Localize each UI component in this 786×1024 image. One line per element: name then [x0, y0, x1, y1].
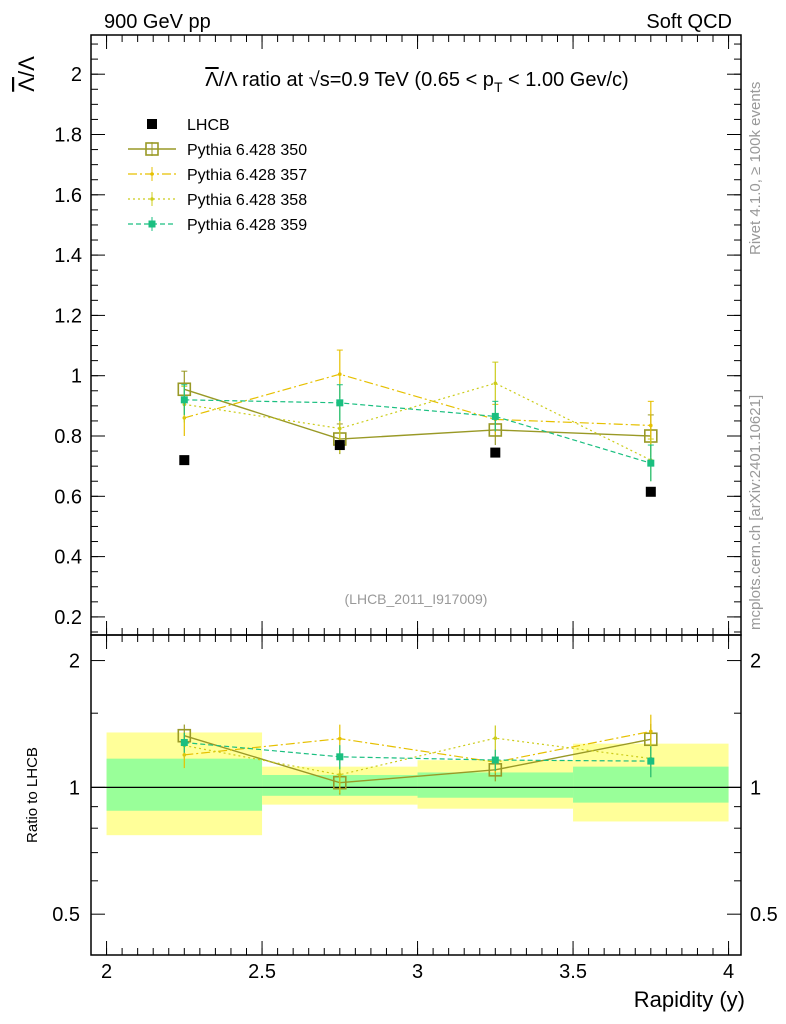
legend-label-data: LHCB [187, 117, 230, 134]
ratio-series-line [184, 735, 651, 784]
data-point [490, 447, 501, 458]
x-tick-label: 2.5 [248, 961, 276, 983]
series-point [180, 396, 188, 404]
series-line [184, 388, 651, 440]
ratio-y-tick-label-right: 2 [750, 651, 761, 673]
y-tick-label: 1 [71, 366, 82, 388]
series-point [338, 372, 342, 376]
ratio-plot-frame [90, 634, 742, 956]
legend-marker [148, 220, 156, 228]
legend-marker [150, 197, 154, 201]
y-tick-label: 1.2 [54, 305, 82, 327]
ratio-y-tick-label: 2 [69, 651, 80, 673]
header-right: Soft QCD [646, 11, 732, 33]
y-tick-label: 1.6 [54, 185, 82, 207]
ratio-series-point [336, 753, 344, 761]
ratio-series-point [491, 756, 499, 764]
data-point [334, 440, 345, 451]
legend-label: Pythia 6.428 358 [187, 192, 307, 209]
rivet-version-label: Rivet 4.1.0, ≥ 100k events [747, 82, 764, 255]
series-line [184, 373, 651, 427]
ratio-y-tick-label: 1 [69, 777, 80, 799]
ratio-series-line [184, 737, 651, 776]
ratio-series-point [493, 736, 498, 740]
ratio-series-point [647, 757, 655, 765]
y-tick-label: 1.8 [54, 124, 82, 146]
ratio-y-axis-label: Ratio to LHCB [24, 747, 41, 843]
y-tick-label: 0.8 [54, 426, 82, 448]
ratio-series-point [338, 736, 342, 741]
series-point [493, 381, 498, 386]
series-point [647, 459, 655, 467]
legend: LHCB Pythia 6.428 350 Pythia 6.428 357 Pyth… [128, 117, 307, 234]
ratio-y-tick-label-right: 0.5 [750, 904, 778, 926]
data-point [179, 455, 190, 466]
legend-marker [145, 142, 159, 156]
ratio-series-point [649, 729, 653, 734]
y-tick-label: 0.4 [54, 547, 82, 569]
series-line [184, 399, 651, 464]
series-point [338, 426, 342, 431]
ratio-y-tick-label: 0.5 [52, 904, 80, 926]
y-tick-label: 0.2 [54, 607, 82, 629]
x-tick-label: 2 [101, 961, 112, 983]
mcplots-label: mcplots.cern.ch [arXiv:2401.10621] [747, 395, 764, 630]
y-axis-label: Λ/Λ [14, 56, 39, 92]
y-tick-label: 0.6 [54, 486, 82, 508]
ratio-series-line [184, 730, 651, 763]
series-line [184, 382, 652, 461]
x-tick-label: 3.5 [559, 961, 587, 983]
legend-label: Pythia 6.428 357 [187, 167, 307, 184]
ratio-y-tick-label-right: 1 [750, 777, 761, 799]
series-point [649, 423, 653, 428]
legend-marker [150, 172, 154, 176]
y-tick-label: 1.4 [54, 245, 82, 267]
legend-label: Pythia 6.428 350 [187, 142, 307, 159]
data-point [645, 486, 656, 497]
ratio-series-line [184, 741, 651, 762]
chart-title: Λ/Λ ratio at √s=0.9 TeV (0.65 < pT < 1.0… [205, 69, 628, 95]
legend-marker-data [147, 119, 157, 129]
ratio-series-point [180, 739, 188, 747]
header-left: 900 GeV pp [104, 11, 211, 33]
x-tick-label: 3 [412, 961, 423, 983]
series-point [491, 412, 499, 420]
ratio-series-point [338, 772, 342, 777]
series-point [336, 399, 344, 407]
y-tick-label: 2 [71, 64, 82, 86]
x-axis-label: Rapidity (y) [634, 987, 745, 1012]
x-tick-label: 4 [723, 961, 734, 983]
analysis-watermark: (LHCB_2011_I917009) [345, 591, 488, 607]
legend-label: Pythia 6.428 359 [187, 217, 307, 234]
